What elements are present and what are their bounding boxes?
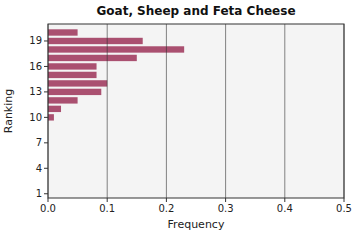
- y-tick: [44, 117, 48, 118]
- y-tick: [44, 91, 48, 92]
- grid-line: [284, 24, 285, 198]
- y-tick-label: 4: [36, 163, 42, 174]
- y-tick: [44, 66, 48, 67]
- y-tick-label: 7: [36, 137, 42, 148]
- bar: [48, 114, 54, 120]
- y-tick-label: 1: [36, 188, 42, 199]
- bar: [48, 29, 78, 35]
- y-axis-label: Ranking: [2, 89, 15, 134]
- grid-line: [225, 24, 226, 198]
- x-tick-label: 0.5: [336, 203, 352, 214]
- x-axis-label: Frequency: [168, 218, 225, 231]
- y-tick: [44, 193, 48, 194]
- y-tick-label: 13: [29, 86, 42, 97]
- chart-container: 0.0 0.1 0.2 0.3 0.4 0.5 1 4 7 10 13 16 19 Goat, Sheep…: [0, 0, 356, 234]
- bar: [48, 72, 97, 78]
- bar: [48, 97, 78, 103]
- y-tick-label: 16: [29, 61, 42, 72]
- bars: [48, 29, 184, 120]
- x-tick-label: 0.4: [277, 203, 293, 214]
- bar: [48, 63, 97, 69]
- x-tick-label: 0.2: [158, 203, 174, 214]
- y-tick: [44, 142, 48, 143]
- title: Goat, Sheep and Feta Cheese: [96, 4, 295, 18]
- x-tick: [107, 198, 108, 202]
- plot-frame: [48, 24, 344, 198]
- grid: [48, 24, 344, 198]
- y-tick-label: 10: [29, 112, 42, 123]
- x-tick: [284, 198, 285, 202]
- x-tick: [344, 198, 345, 202]
- x-tick-label: 0.1: [99, 203, 115, 214]
- x-tick-label: 0.3: [218, 203, 234, 214]
- grid-line: [166, 24, 167, 198]
- x-tick-label: 0.0: [40, 203, 56, 214]
- bar: [48, 46, 184, 52]
- bar: [48, 55, 137, 61]
- y-tick-label: 19: [29, 35, 42, 46]
- y-tick: [44, 168, 48, 169]
- y-tick: [44, 40, 48, 41]
- plot-background: [48, 24, 344, 198]
- x-tick: [225, 198, 226, 202]
- bar: [48, 89, 101, 95]
- bar: [48, 38, 143, 44]
- grid-line: [107, 24, 108, 198]
- chart-svg: 0.0 0.1 0.2 0.3 0.4 0.5 1 4 7 10 13 16 19 Goat, Sheep…: [0, 0, 356, 234]
- x-tick: [166, 198, 167, 202]
- bar: [48, 106, 61, 112]
- x-tick: [48, 198, 49, 202]
- bar: [48, 80, 107, 86]
